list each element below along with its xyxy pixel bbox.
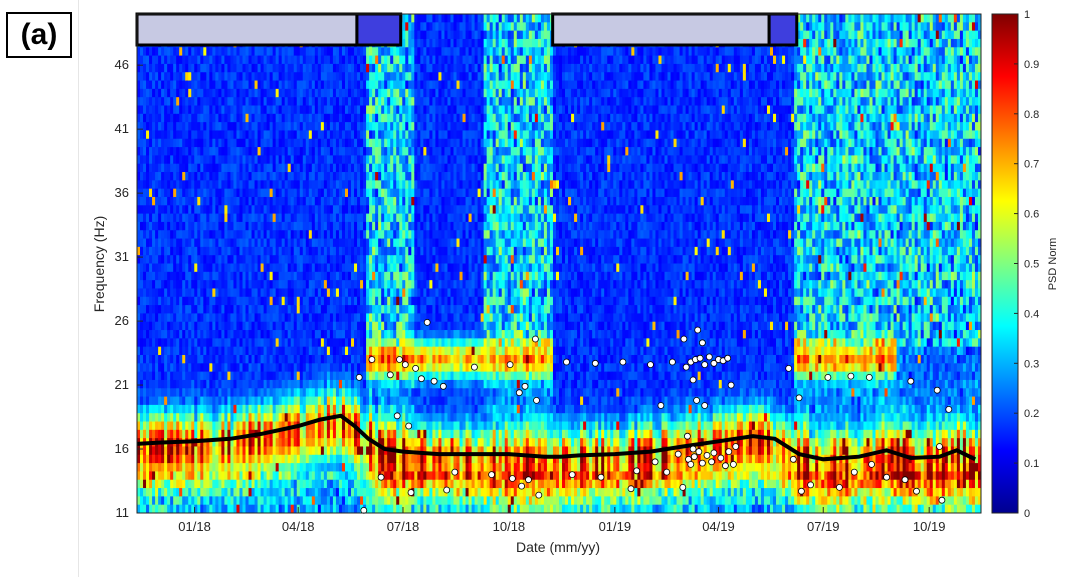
heatmap-image bbox=[137, 14, 982, 514]
